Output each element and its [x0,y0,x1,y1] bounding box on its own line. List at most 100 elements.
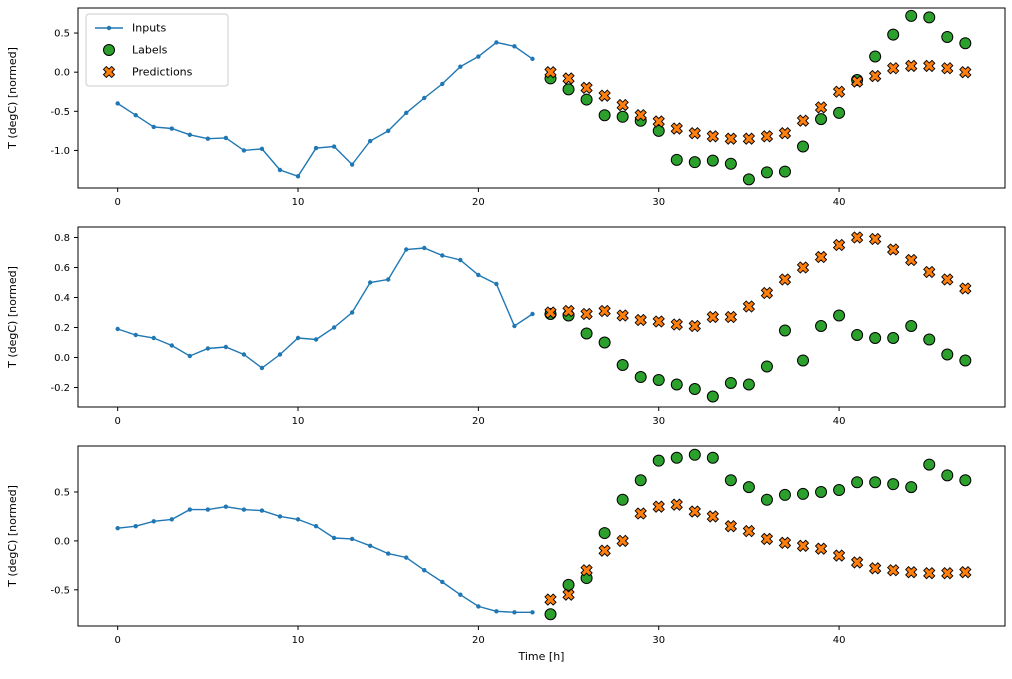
prediction-marker [796,539,810,552]
prediction-marker [905,566,918,579]
label-marker [887,478,900,491]
inputs-dot [133,332,138,338]
subplot-3: 0 10 20 30 40 -0.5 0.0 0.5 T (degC) [normed] Time… [6,445,1006,663]
inputs-line [117,247,533,369]
prediction-marker [598,89,611,102]
prediction-marker [832,85,846,98]
inputs-dot [476,604,481,609]
prediction-marker [941,62,954,75]
axes-frame [77,226,1006,408]
legend-label: Labels [132,44,168,57]
label-marker [941,348,954,361]
label-marker [833,106,846,119]
label-marker [688,448,701,461]
prediction-marker [652,115,665,128]
inputs-dot [223,135,229,141]
inputs-dot [440,579,445,585]
inputs-dot [458,257,463,263]
label-marker [724,377,737,389]
y-axis-label: T (degC) [normed] [6,485,19,588]
label-marker [634,474,647,487]
inputs-dot [367,138,373,144]
prediction-marker [634,507,647,520]
series-predictions [544,231,972,333]
y-tick-label: 0.0 [54,536,70,547]
label-marker [688,156,701,169]
series-inputs [115,40,535,179]
inputs-dot [205,346,211,351]
inputs-dot [386,277,391,282]
inputs-dot [313,145,319,151]
axes-frame [77,7,1006,189]
inputs-dot [494,609,499,614]
inputs-dot [205,136,211,141]
inputs-dot [331,144,337,149]
prediction-marker [796,114,810,127]
label-marker [778,324,791,337]
legend-inputs-dot [106,25,112,31]
y-tick-label: -0.5 [50,107,70,118]
label-marker [797,487,810,500]
y-tick-label: 0.6 [54,263,70,274]
prediction-marker [941,567,954,580]
inputs-dot [313,337,319,342]
inputs-dot [494,281,499,287]
prediction-marker [670,122,683,135]
label-marker [706,154,719,167]
inputs-dot [512,610,517,615]
prediction-marker [796,261,810,274]
inputs-dot [422,245,427,251]
inputs-dot [349,536,355,542]
inputs-dot [295,517,301,522]
series-inputs [115,245,535,371]
label-marker [742,173,755,186]
prediction-marker [598,304,611,318]
prediction-marker [670,318,683,331]
inputs-dot [349,162,355,167]
legend-predictions-marker [102,65,116,79]
label-marker [887,28,900,41]
label-marker [797,354,810,367]
prediction-marker [742,300,756,313]
x-axis-label: Time [h] [518,650,565,663]
prediction-marker [959,282,972,295]
legend-box [85,13,229,87]
label-marker [706,451,719,464]
prediction-marker [616,98,629,112]
inputs-dot [530,610,535,615]
y-tick-label: -0.5 [50,585,70,596]
label-marker [724,474,737,487]
inputs-dot [331,325,337,330]
inputs-dot [404,110,409,116]
inputs-dot [241,507,247,512]
prediction-marker [598,544,611,557]
inputs-dot [367,543,373,548]
prediction-marker [887,243,900,256]
inputs-dot [512,44,517,49]
inputs-dot [386,551,391,556]
label-marker [959,354,972,367]
subplot-1: 0 10 20 30 40 -1.0 -0.5 0.0 0.5 T (degC) [normed] [6,7,1006,208]
label-marker [778,488,791,501]
prediction-marker [923,59,936,73]
prediction-marker [652,315,665,328]
inputs-dot [476,54,481,59]
prediction-marker [941,273,954,286]
inputs-dot [115,326,120,332]
prediction-marker [706,310,720,324]
legend-label: Inputs [132,22,166,35]
y-axis-label: T (degC) [normed] [6,47,19,150]
inputs-dot [151,335,156,341]
label-marker [941,469,954,482]
prediction-marker [959,566,972,579]
y-tick-label: 0.2 [54,323,70,334]
label-marker [670,451,683,464]
x-tick-label: 20 [472,416,485,427]
label-marker [580,327,593,340]
label-marker [742,481,755,494]
inputs-dot [313,524,319,529]
label-marker [670,378,683,391]
prediction-marker [724,310,738,324]
label-marker [833,484,846,497]
